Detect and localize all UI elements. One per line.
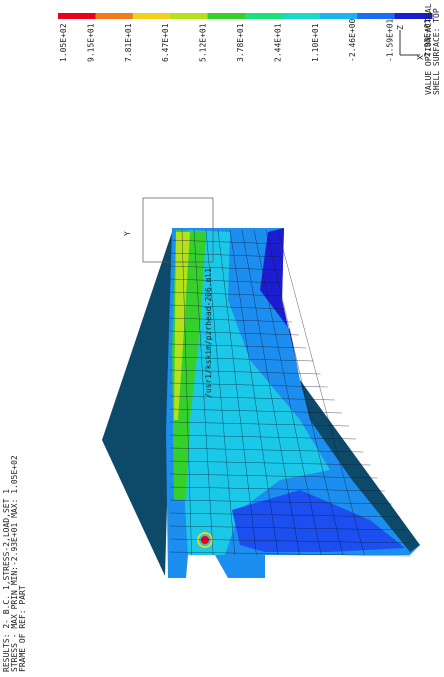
colorbar-band bbox=[133, 13, 171, 19]
left-flap bbox=[102, 232, 172, 576]
fea-plot: 1.05E+02 9.15E+01 7.81E+01 6.47E+01 5.12E+01… bbox=[0, 0, 444, 677]
colorbar-band bbox=[245, 13, 283, 19]
colorbar-label: -2.46E+00 bbox=[348, 18, 357, 62]
triad-label: Y bbox=[123, 231, 132, 236]
colorbar-label: 1.10E+01 bbox=[311, 23, 320, 62]
triad-label: X bbox=[416, 55, 425, 60]
footer-line: FRAME OF REF: PART bbox=[18, 585, 27, 672]
file-path: /usr1/kskim/pzrhead-206.ml1 bbox=[204, 268, 213, 398]
colorbar-band bbox=[357, 13, 395, 19]
legend-title-line: SHELL SURFACE: TOP bbox=[432, 8, 441, 95]
colorbar-band bbox=[208, 13, 246, 19]
colorbar-band bbox=[95, 13, 133, 19]
colorbar-band bbox=[58, 13, 96, 19]
colorbar-band bbox=[170, 13, 208, 19]
colorbar-label: 1.05E+02 bbox=[59, 23, 68, 62]
triad-label: Z bbox=[396, 25, 405, 30]
hotspot bbox=[201, 536, 209, 544]
colorbar: 1.05E+02 9.15E+01 7.81E+01 6.47E+01 5.12E+01… bbox=[58, 13, 433, 62]
colorbar-label: 5.12E+01 bbox=[199, 23, 208, 62]
colorbar-label: 3.78E+01 bbox=[236, 23, 245, 62]
footer: RESULTS: 2- B.C. 1,STRESS-2,LOAD,SET 1 S… bbox=[2, 455, 27, 672]
colorbar-label: 2.44E+01 bbox=[273, 23, 282, 62]
colorbar-label: -1.59E+01 bbox=[386, 18, 395, 62]
legend-title: VALUE OPTION:ACTUAL SHELL SURFACE: TOP bbox=[424, 3, 441, 95]
colorbar-band bbox=[320, 13, 358, 19]
colorbar-label: 9.15E+01 bbox=[86, 23, 95, 62]
colorbar-label: 7.81E+01 bbox=[124, 23, 133, 62]
colorbar-label: 6.47E+01 bbox=[161, 23, 170, 62]
colorbar-band bbox=[282, 13, 320, 19]
model bbox=[102, 198, 420, 578]
